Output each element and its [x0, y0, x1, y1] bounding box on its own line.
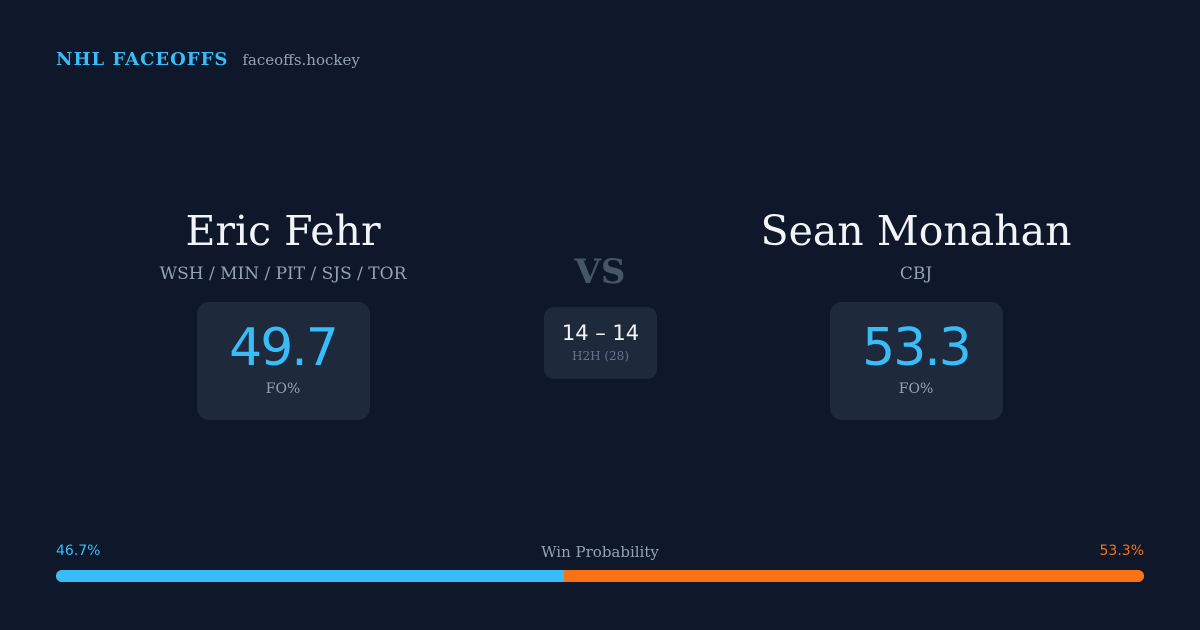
- win-prob-left-label: 46.7%: [56, 543, 101, 559]
- player-left-stat-card: 49.7 FO%: [196, 302, 370, 420]
- h2h-label: H2H (28): [571, 349, 629, 363]
- h2h-card: 14 – 14 H2H (28): [544, 307, 657, 379]
- player-left-teams: WSH / MIN / PIT / SJS / TOR: [159, 264, 407, 284]
- player-left-fo-pct: 49.7: [229, 318, 339, 378]
- win-prob-title: Win Probability: [541, 543, 659, 561]
- player-right-panel: Sean Monahan CBJ 53.3 FO%: [706, 205, 1126, 420]
- player-right-fo-pct: 53.3: [862, 318, 972, 378]
- player-right-name: Sean Monahan: [760, 207, 1072, 255]
- player-left-panel: Eric Fehr WSH / MIN / PIT / SJS / TOR 49…: [73, 205, 493, 420]
- player-left-name: Eric Fehr: [185, 207, 381, 255]
- player-right-stat-card: 53.3 FO%: [829, 302, 1003, 420]
- player-right-teams: CBJ: [899, 264, 933, 284]
- win-probability-labels: 46.7% Win Probability 53.3%: [56, 543, 1144, 563]
- brand-site: faceoffs.hockey: [242, 51, 360, 69]
- vs-label: VS: [574, 252, 626, 292]
- player-left-fo-label: FO%: [265, 381, 301, 397]
- brand-title: NHL FACEOFFS: [56, 49, 229, 70]
- win-prob-bar-left: [56, 570, 565, 582]
- win-probability-bar: [56, 570, 1144, 582]
- h2h-score: 14 – 14: [561, 321, 640, 345]
- win-prob-right-label: 53.3%: [1099, 543, 1144, 559]
- brand-header: NHL FACEOFFS faceoffs.hockey: [56, 49, 360, 70]
- win-prob-bar-right: [564, 570, 1144, 582]
- player-right-fo-label: FO%: [898, 381, 934, 397]
